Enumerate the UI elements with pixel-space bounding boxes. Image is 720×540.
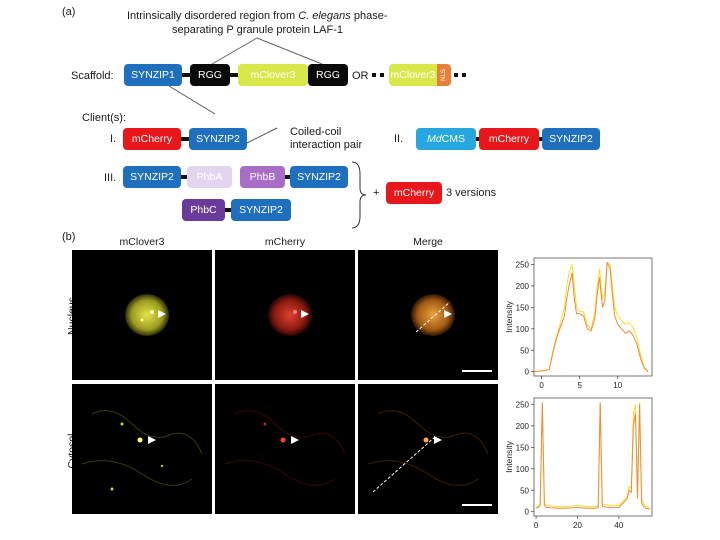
idr-description: Intrinsically disordered region from C. …	[127, 9, 387, 37]
idr-description-1-end: phase-	[350, 10, 388, 22]
scaffold-linker-2	[230, 73, 238, 77]
client-ii-mdcms: Md CMS	[416, 128, 476, 150]
plot-frame	[533, 397, 653, 517]
grouping-brace	[351, 161, 367, 229]
cytosol-mclover3-image	[72, 384, 212, 514]
coiled-coil-label-2: interaction pair	[290, 139, 363, 151]
client-iii-phba: PhbA	[187, 166, 232, 188]
column-title-merge: Merge	[413, 236, 443, 248]
cytosol-mcherry-image	[215, 384, 355, 514]
idr-description-1: Intrinsically disordered region from	[127, 10, 299, 22]
client-iii-numeral: III.	[104, 172, 117, 184]
series-line	[533, 262, 649, 373]
scaffold-rgg-2: RGG	[308, 64, 348, 86]
client-i-numeral: I.	[110, 133, 117, 145]
y-tick-label: 250	[516, 400, 530, 409]
x-tick-label: 0	[539, 381, 544, 390]
panel-b-label: (b)	[62, 231, 76, 243]
nucleus-mcherry-image	[215, 250, 355, 380]
ellipsis-dot	[372, 73, 376, 77]
nucleus-mclover3-image	[72, 250, 212, 380]
x-tick-label: 10	[613, 381, 622, 390]
client-ii-synzip2: SYNZIP2	[542, 128, 600, 150]
client-iii-synzip2-b: SYNZIP2	[290, 166, 348, 188]
y-tick-label: 100	[516, 465, 530, 474]
coiled-coil-label: Coiled-coil interaction pair	[290, 126, 362, 152]
versions-text: 3 versions	[446, 187, 497, 199]
alt-mclover3: mClover3	[389, 64, 437, 86]
y-axis-label: Intensity	[504, 300, 514, 332]
client-iii-linker-c	[225, 208, 231, 212]
y-tick-label: 150	[516, 303, 530, 312]
client-i-synzip2: SYNZIP2	[189, 128, 247, 150]
client-ii-linker-1	[476, 137, 480, 141]
client-iii-linker-b	[285, 175, 291, 179]
series-line	[533, 261, 649, 373]
client-ii-linker-2	[539, 137, 543, 141]
x-tick-label: 5	[577, 381, 582, 390]
nls-tag-label: NLS	[440, 69, 447, 81]
ellipsis-dot	[454, 73, 458, 77]
plus-sign: +	[373, 187, 380, 199]
y-axis-label: Intensity	[504, 440, 514, 472]
coiled-coil-label-1: Coiled-coil	[290, 126, 342, 138]
x-tick-label: 20	[573, 521, 582, 530]
scaffold-linker-1	[182, 73, 190, 77]
scaffold-synzip1: SYNZIP1	[124, 64, 182, 86]
scaffold-rgg-1: RGG	[190, 64, 230, 86]
client-i-mcherry: mCherry	[123, 128, 181, 150]
client-ii-mcherry: mCherry	[479, 128, 539, 150]
client-iii-synzip2-a: SYNZIP2	[123, 166, 181, 188]
client-iii-synzip2-c: SYNZIP2	[231, 199, 291, 221]
client-ii-mdcms-italic: Md	[427, 133, 442, 145]
nucleus-merge-image	[358, 250, 498, 380]
y-tick-label: 250	[516, 260, 530, 269]
ellipsis-dot	[462, 73, 466, 77]
client-ii-numeral: II.	[394, 133, 404, 145]
clients-label: Client(s):	[82, 112, 127, 124]
y-tick-label: 200	[516, 282, 530, 291]
nucleus-intensity-plot: 0 50 100 150 200 250 0 5 10 Intensity	[502, 250, 662, 395]
y-tick-label: 150	[516, 443, 530, 452]
or-text: OR	[352, 70, 369, 82]
y-tick-label: 0	[525, 508, 530, 517]
y-tick-label: 50	[520, 346, 529, 355]
scaffold-label: Scaffold:	[71, 70, 114, 82]
column-title-mclover3: mClover3	[119, 236, 165, 248]
idr-description-italic: C. elegans	[298, 10, 351, 22]
client-iii-phbc: PhbC	[182, 199, 225, 221]
panel-a-label: (a)	[62, 6, 76, 18]
idr-description-2: separating P granule protein LAF-1	[172, 24, 344, 36]
client-iii-phbb: PhbB	[240, 166, 285, 188]
client-ii-mdcms-text: CMS	[441, 133, 465, 145]
column-title-mcherry: mCherry	[264, 236, 306, 248]
ellipsis-dot	[380, 73, 384, 77]
client-i-linker	[181, 137, 189, 141]
cytosol-intensity-plot: 0 50 100 150 200 250 0 20 40 Intensity	[502, 390, 662, 535]
client-iii-linker-a	[181, 175, 187, 179]
x-tick-label: 0	[534, 521, 539, 530]
y-tick-label: 0	[525, 368, 530, 377]
cytosol-merge-image	[358, 384, 498, 514]
plot-frame	[533, 257, 653, 377]
nls-tag: NLS	[437, 64, 451, 86]
scaffold-mclover3: mClover3	[238, 64, 308, 86]
y-tick-label: 100	[516, 325, 530, 334]
x-tick-label: 40	[614, 521, 623, 530]
y-tick-label: 200	[516, 422, 530, 431]
extra-mcherry: mCherry	[386, 182, 442, 204]
series-line	[535, 402, 650, 510]
y-tick-label: 50	[520, 486, 529, 495]
